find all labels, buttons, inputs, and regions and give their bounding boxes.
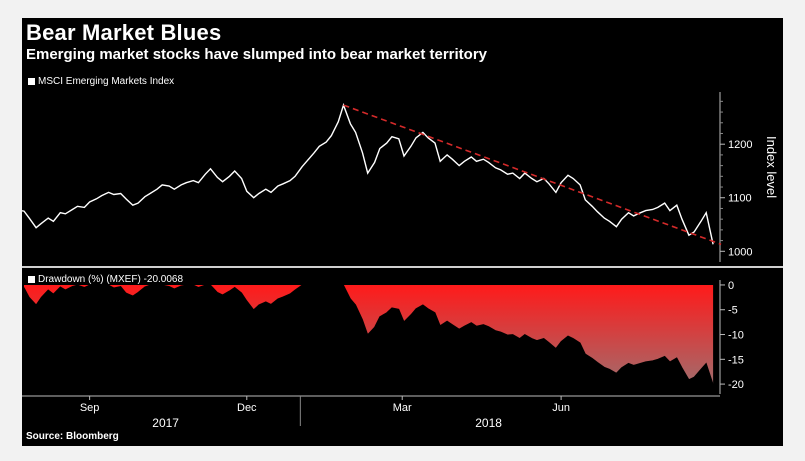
x-tick-label: Jun <box>552 402 570 414</box>
drawdown-area <box>24 285 714 385</box>
y-tick-label: -20 <box>728 379 744 391</box>
index-y-ticks: 1000 1100 1200 <box>720 100 752 258</box>
legend-swatch <box>28 78 35 85</box>
chart-frame: Bear Market Blues Emerging market stocks… <box>22 18 783 446</box>
y-tick-label: -10 <box>728 330 744 342</box>
index-legend-label: MSCI Emerging Markets Index <box>38 76 175 87</box>
drawdown-chart: 0 -5 -10 -15 -20 Sep Dec Mar Jun 2017 2018 <box>22 280 744 430</box>
index-legend: MSCI Emerging Markets Index <box>28 76 174 87</box>
x-year-label: 2017 <box>152 416 179 430</box>
y-tick-label: 0 <box>728 280 734 292</box>
y-tick-label: -5 <box>728 305 738 317</box>
index-y-axis-label: Index level <box>764 136 779 198</box>
x-tick-label: Sep <box>80 402 100 414</box>
y-tick-label: 1200 <box>728 139 752 151</box>
drawdown-y-ticks: 0 -5 -10 -15 -20 <box>720 280 744 391</box>
trend-line <box>343 104 722 246</box>
drawdown-series-line <box>23 284 714 385</box>
y-tick-label: 1000 <box>728 246 752 258</box>
index-chart: 1000 1100 1200 Index level <box>22 92 779 262</box>
chart-title: Bear Market Blues <box>26 20 222 45</box>
y-tick-label: 1100 <box>728 193 752 205</box>
x-year-label: 2018 <box>475 416 502 430</box>
x-tick-label: Dec <box>237 402 257 414</box>
y-tick-label: -15 <box>728 354 744 366</box>
x-tick-label: Mar <box>393 402 412 414</box>
drawdown-legend-label: Drawdown (%) (MXEF) -20.0068 <box>38 274 184 285</box>
charts-svg: 1000 1100 1200 Index level 0 -5 -10 -15 -20 Se… <box>22 92 783 430</box>
chart-subtitle: Emerging market stocks have slumped into… <box>26 46 487 63</box>
x-ticks: Sep Dec Mar Jun 2017 2018 <box>80 396 570 430</box>
source-note: Source: Bloomberg <box>26 431 119 442</box>
drawdown-legend: Drawdown (%) (MXEF) -20.0068 <box>28 274 183 285</box>
legend-swatch <box>28 276 35 283</box>
index-series-line <box>22 102 714 245</box>
